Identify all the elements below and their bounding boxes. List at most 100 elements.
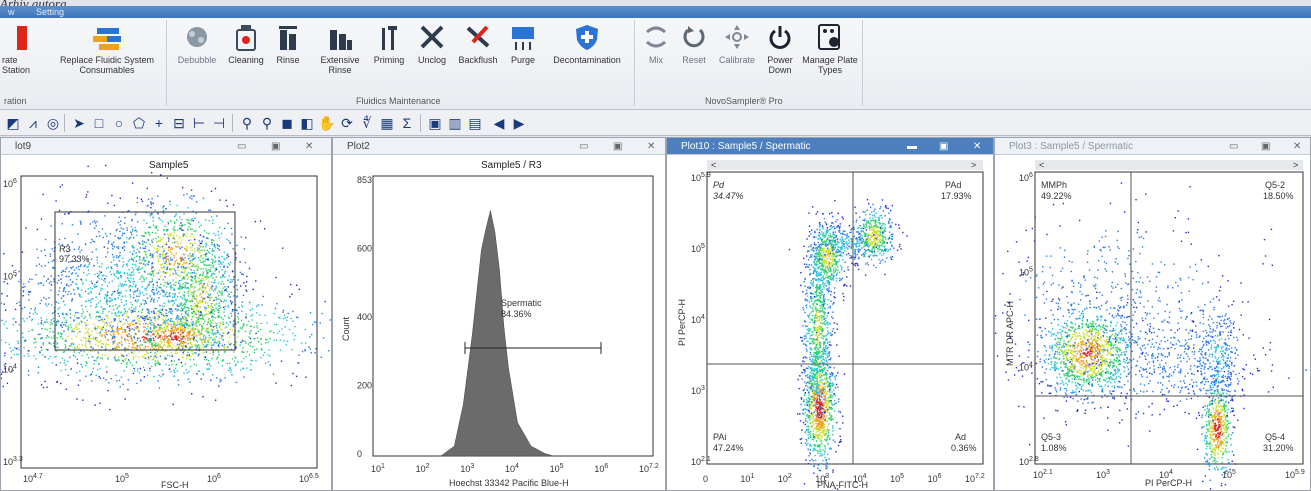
event-dot bbox=[198, 347, 201, 350]
layout-icon[interactable]: ▤ bbox=[468, 115, 482, 131]
decontamination-button[interactable]: Decontamination bbox=[546, 22, 628, 65]
event-dot bbox=[131, 253, 134, 256]
pan-icon[interactable]: ✋ bbox=[318, 115, 336, 131]
event-dot bbox=[105, 275, 107, 277]
event-dot bbox=[165, 272, 168, 275]
event-dot bbox=[808, 415, 811, 417]
zoom-in-icon[interactable]: ⚲ bbox=[241, 115, 253, 131]
zoom-out-icon[interactable]: ⚲ bbox=[261, 115, 273, 131]
event-dot bbox=[143, 241, 146, 243]
cleaning-button[interactable]: Cleaning bbox=[224, 22, 268, 65]
expand-icon[interactable]: ◧ bbox=[300, 115, 314, 131]
pointer-tool-icon[interactable]: ➤ bbox=[73, 115, 85, 131]
event-dot bbox=[108, 311, 110, 313]
scroll-left-icon[interactable]: < bbox=[711, 160, 716, 170]
plot10-panel[interactable]: Plot10 : Sample5 / Spermatic ▬ ▣ ✕ < > P… bbox=[666, 137, 994, 491]
event-dot bbox=[120, 275, 122, 277]
event-dot bbox=[816, 409, 818, 412]
extensive-rinse-button[interactable]: Extensive Rinse bbox=[312, 22, 368, 75]
event-dot bbox=[150, 281, 152, 283]
histogram-tool-icon[interactable]: ⩘ bbox=[29, 115, 37, 131]
event-dot bbox=[198, 334, 200, 337]
backflush-button[interactable]: Backflush bbox=[454, 22, 502, 65]
event-dot bbox=[185, 334, 188, 336]
event-dot bbox=[197, 247, 199, 249]
scroll-right-icon[interactable]: > bbox=[971, 160, 976, 170]
event-dot bbox=[134, 347, 137, 349]
event-dot bbox=[168, 275, 171, 277]
event-dot bbox=[211, 322, 213, 324]
bi-range-gate-icon[interactable]: ⊣ bbox=[212, 115, 226, 131]
event-dot bbox=[182, 351, 184, 354]
sigma-icon[interactable]: Σ bbox=[402, 115, 412, 131]
menu-view[interactable]: w bbox=[8, 7, 15, 17]
event-dot bbox=[191, 327, 193, 330]
statistics-table-icon[interactable]: ▦ bbox=[380, 115, 394, 131]
event-dot bbox=[79, 370, 81, 372]
density-tool-icon[interactable]: ◎ bbox=[46, 115, 60, 131]
replace-fluidic-button[interactable]: Replace Fluidic System Consumables bbox=[52, 22, 162, 75]
close-icon[interactable]: ✕ bbox=[305, 141, 314, 152]
close-icon[interactable]: ✕ bbox=[973, 141, 982, 152]
grid-gate-icon[interactable]: ⊟ bbox=[173, 115, 185, 131]
event-dot bbox=[152, 220, 155, 222]
event-dot bbox=[132, 356, 135, 358]
event-dot bbox=[181, 329, 183, 332]
color-map-icon[interactable]: ▥ bbox=[448, 115, 462, 131]
event-dot bbox=[821, 425, 824, 427]
power-down-button[interactable]: Power Down bbox=[762, 22, 798, 75]
event-dot bbox=[159, 275, 162, 278]
back-arrow-icon[interactable]: ◀ bbox=[493, 115, 505, 131]
quadrant-gate-icon[interactable]: + bbox=[154, 115, 164, 131]
polygon-gate-icon[interactable]: ⬠ bbox=[132, 115, 146, 131]
range-gate-icon[interactable]: ⊢ bbox=[192, 115, 206, 131]
fit-icon[interactable]: ◼ bbox=[281, 115, 293, 131]
close-icon[interactable]: ✕ bbox=[647, 141, 656, 152]
minimize-icon[interactable]: ▬ bbox=[907, 141, 917, 152]
r3-gate[interactable] bbox=[54, 211, 236, 351]
rectangle-gate-icon[interactable]: □ bbox=[94, 115, 104, 131]
event-dot bbox=[28, 281, 30, 283]
calibrate-station-button[interactable]: rate Station bbox=[2, 22, 42, 75]
event-dot bbox=[164, 337, 167, 340]
plot10-h-scrollbar[interactable] bbox=[707, 160, 983, 170]
event-dot bbox=[136, 382, 138, 385]
refresh-icon[interactable]: ⟳ bbox=[341, 115, 353, 131]
manage-plate-types-button[interactable]: Manage Plate Types bbox=[802, 22, 858, 75]
plot2-panel[interactable]: Plot2 ▭ ▣ ✕ Sample5 / R3 Spermatic 84.36… bbox=[332, 137, 666, 491]
rinse-button[interactable]: Rinse bbox=[270, 22, 306, 65]
event-dot bbox=[199, 337, 201, 339]
minimize-icon[interactable]: ▭ bbox=[579, 141, 589, 152]
event-dot bbox=[18, 301, 21, 303]
mix-button[interactable]: Mix bbox=[640, 22, 672, 65]
reset-button[interactable]: Reset bbox=[676, 22, 712, 65]
ellipse-gate-icon[interactable]: ○ bbox=[114, 115, 124, 131]
formula-icon[interactable]: ∜ bbox=[362, 115, 372, 131]
purge-button[interactable]: Purge bbox=[504, 22, 542, 65]
event-dot bbox=[251, 319, 253, 321]
overlay-icon[interactable]: ▣ bbox=[428, 115, 442, 131]
event-dot bbox=[136, 248, 139, 251]
maximize-icon[interactable]: ▣ bbox=[271, 141, 281, 152]
dot-plot-tool-icon[interactable]: ◩ bbox=[6, 115, 20, 131]
maximize-icon[interactable]: ▣ bbox=[613, 141, 623, 152]
plot9-panel[interactable]: lot9 ▭ ▣ ✕ Sample5 R3 97.33% 104.7 105 106… bbox=[0, 137, 332, 491]
event-dot bbox=[167, 318, 169, 320]
event-dot bbox=[42, 284, 45, 286]
event-dot bbox=[282, 317, 285, 320]
event-dot bbox=[155, 331, 157, 333]
maximize-icon[interactable]: ▣ bbox=[939, 141, 949, 152]
event-dot bbox=[807, 463, 810, 465]
event-dot bbox=[218, 249, 221, 251]
forward-arrow-icon[interactable]: ▶ bbox=[513, 115, 525, 131]
menu-setting[interactable]: Setting bbox=[36, 7, 65, 17]
event-dot bbox=[212, 319, 214, 321]
event-dot bbox=[50, 225, 52, 227]
minimize-icon[interactable]: ▭ bbox=[237, 141, 247, 152]
calibrate-button[interactable]: Calibrate bbox=[714, 22, 760, 65]
priming-button[interactable]: Priming bbox=[368, 22, 410, 65]
unclog-button[interactable]: Unclog bbox=[412, 22, 452, 65]
event-dot bbox=[205, 264, 208, 267]
debubble-button[interactable]: Debubble bbox=[170, 22, 224, 65]
event-dot bbox=[82, 336, 84, 339]
